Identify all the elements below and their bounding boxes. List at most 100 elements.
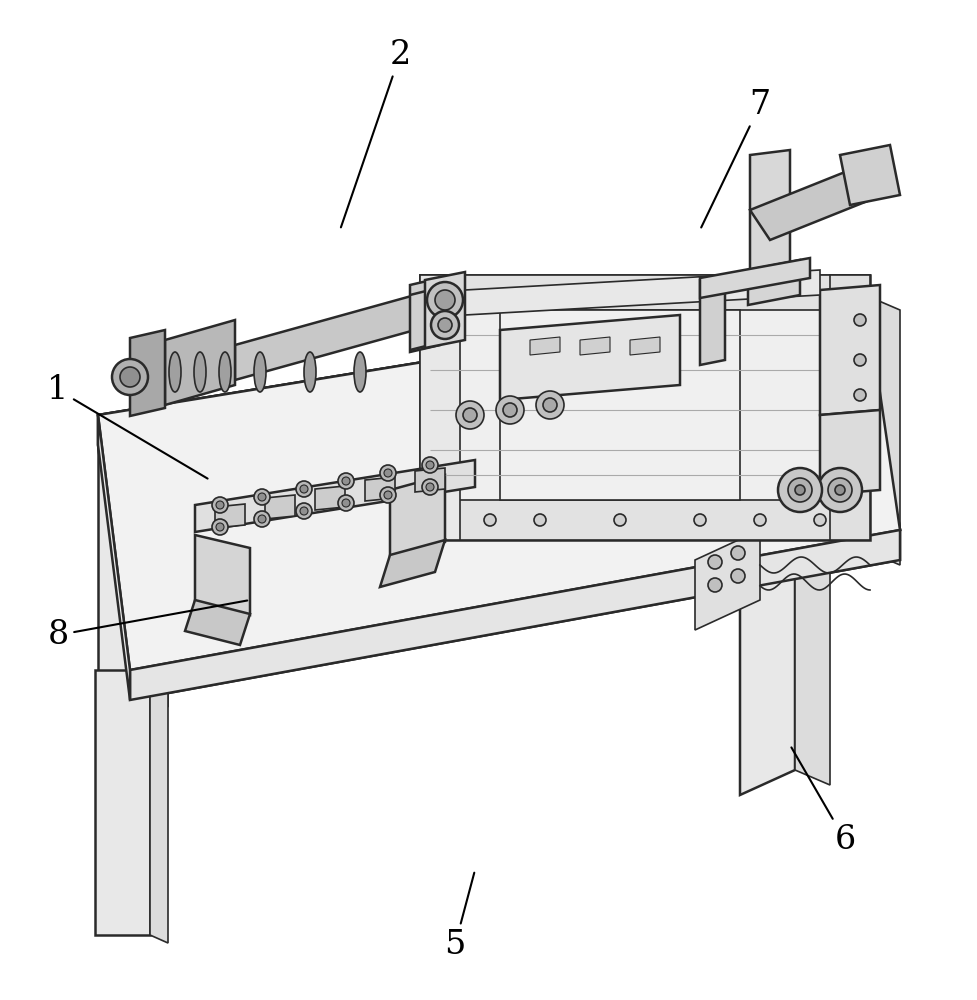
- Polygon shape: [740, 515, 794, 795]
- Ellipse shape: [169, 352, 181, 392]
- Circle shape: [707, 555, 721, 569]
- Circle shape: [212, 519, 228, 535]
- Circle shape: [842, 373, 856, 387]
- Circle shape: [787, 478, 811, 502]
- Polygon shape: [425, 272, 464, 348]
- Circle shape: [212, 497, 228, 513]
- Circle shape: [533, 514, 545, 526]
- Circle shape: [813, 514, 826, 526]
- Circle shape: [495, 396, 524, 424]
- Polygon shape: [130, 530, 899, 700]
- Circle shape: [300, 507, 308, 515]
- Text: 7: 7: [701, 89, 770, 227]
- Circle shape: [120, 367, 140, 387]
- Polygon shape: [749, 170, 870, 240]
- Text: 5: 5: [444, 873, 474, 961]
- Polygon shape: [165, 320, 234, 405]
- Circle shape: [542, 398, 557, 412]
- Circle shape: [753, 514, 765, 526]
- Polygon shape: [839, 145, 899, 205]
- Circle shape: [338, 473, 354, 489]
- Circle shape: [342, 499, 350, 507]
- Ellipse shape: [304, 352, 316, 392]
- Circle shape: [435, 290, 454, 310]
- Polygon shape: [819, 285, 879, 415]
- Text: 2: 2: [341, 39, 410, 227]
- Polygon shape: [390, 475, 445, 557]
- Circle shape: [730, 569, 744, 583]
- Circle shape: [296, 503, 312, 519]
- Circle shape: [535, 391, 564, 419]
- Circle shape: [421, 457, 438, 473]
- Polygon shape: [152, 445, 168, 707]
- Polygon shape: [409, 278, 440, 352]
- Ellipse shape: [219, 352, 231, 392]
- Polygon shape: [864, 295, 899, 565]
- Polygon shape: [464, 270, 819, 315]
- Circle shape: [614, 514, 625, 526]
- Circle shape: [426, 461, 434, 469]
- Polygon shape: [530, 337, 560, 355]
- Polygon shape: [185, 600, 250, 645]
- Text: 1: 1: [47, 374, 207, 479]
- Circle shape: [853, 354, 865, 366]
- Polygon shape: [130, 330, 165, 416]
- Polygon shape: [419, 275, 459, 540]
- Circle shape: [853, 314, 865, 326]
- Polygon shape: [215, 504, 245, 528]
- Polygon shape: [234, 295, 414, 380]
- Circle shape: [384, 491, 392, 499]
- Circle shape: [794, 485, 804, 495]
- Polygon shape: [747, 260, 799, 305]
- Polygon shape: [695, 530, 759, 630]
- Circle shape: [380, 487, 396, 503]
- Polygon shape: [98, 290, 899, 670]
- Polygon shape: [419, 500, 870, 540]
- Polygon shape: [194, 460, 475, 532]
- Polygon shape: [380, 540, 445, 587]
- Circle shape: [778, 468, 821, 512]
- Circle shape: [853, 389, 865, 401]
- Circle shape: [426, 483, 434, 491]
- Circle shape: [300, 485, 308, 493]
- Polygon shape: [98, 415, 130, 700]
- Polygon shape: [194, 535, 250, 615]
- Polygon shape: [700, 258, 809, 298]
- Circle shape: [431, 311, 458, 339]
- Circle shape: [484, 514, 495, 526]
- Circle shape: [842, 443, 856, 457]
- Circle shape: [258, 493, 266, 501]
- Polygon shape: [98, 415, 130, 700]
- Circle shape: [438, 318, 451, 332]
- Ellipse shape: [193, 352, 206, 392]
- Circle shape: [817, 468, 861, 512]
- Ellipse shape: [354, 352, 365, 392]
- Polygon shape: [419, 275, 870, 310]
- Circle shape: [380, 465, 396, 481]
- Polygon shape: [414, 468, 445, 492]
- Circle shape: [502, 403, 517, 417]
- Circle shape: [112, 359, 148, 395]
- Text: 6: 6: [790, 747, 855, 856]
- Circle shape: [455, 401, 484, 429]
- Circle shape: [834, 485, 844, 495]
- Polygon shape: [794, 515, 829, 785]
- Polygon shape: [829, 275, 870, 540]
- Polygon shape: [579, 337, 610, 355]
- Circle shape: [216, 523, 224, 531]
- Polygon shape: [265, 495, 295, 519]
- Polygon shape: [98, 445, 152, 700]
- Circle shape: [384, 469, 392, 477]
- Polygon shape: [315, 486, 345, 510]
- Circle shape: [338, 495, 354, 511]
- Circle shape: [462, 408, 477, 422]
- Polygon shape: [629, 337, 659, 355]
- Circle shape: [842, 303, 856, 317]
- Polygon shape: [819, 410, 879, 495]
- Polygon shape: [700, 275, 724, 365]
- Polygon shape: [364, 477, 395, 501]
- Polygon shape: [98, 290, 899, 670]
- Polygon shape: [149, 670, 168, 943]
- Polygon shape: [98, 290, 899, 670]
- Circle shape: [342, 477, 350, 485]
